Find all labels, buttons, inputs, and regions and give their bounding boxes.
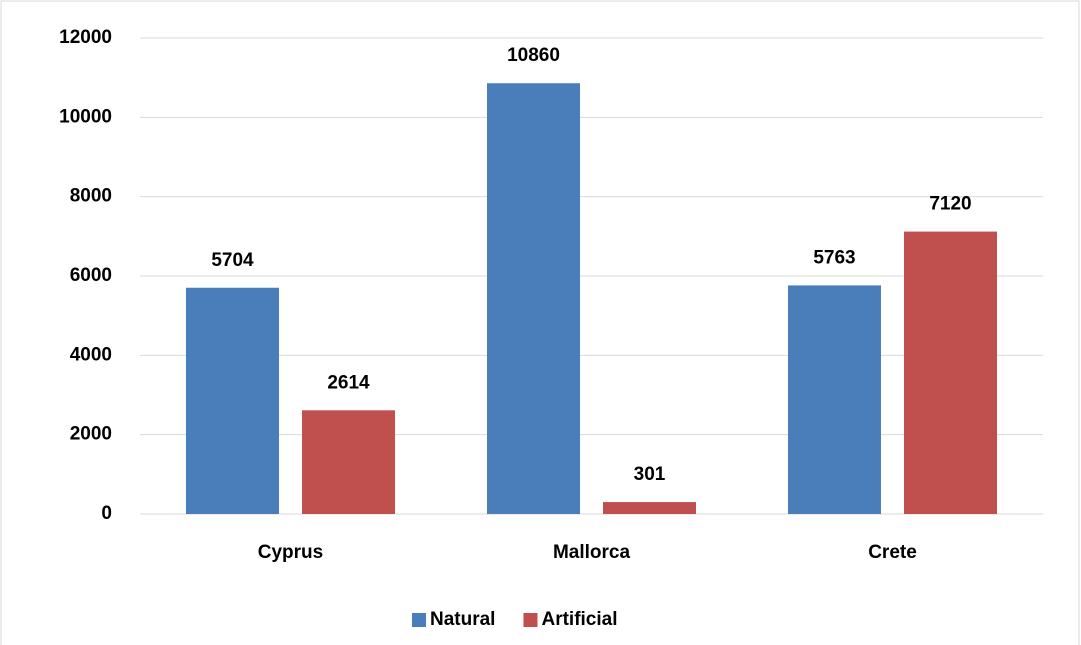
- data-label: 2614: [327, 372, 370, 393]
- x-tick-label: Cyprus: [258, 542, 323, 563]
- legend-swatch: [412, 613, 426, 627]
- y-tick-label: 0: [101, 503, 112, 524]
- data-label: 5704: [211, 250, 254, 271]
- x-tick-label: Crete: [868, 542, 917, 563]
- y-tick-label: 4000: [70, 344, 112, 365]
- bar: [904, 231, 997, 514]
- bar: [603, 502, 696, 514]
- y-tick-label: 8000: [70, 186, 112, 207]
- bar: [302, 410, 395, 514]
- legend-label: Artificial: [541, 609, 617, 630]
- y-tick-label: 10000: [59, 106, 112, 127]
- bar: [186, 287, 279, 514]
- data-label: 5763: [813, 247, 855, 268]
- legend-swatch: [523, 613, 538, 627]
- data-label: 301: [634, 464, 666, 485]
- data-label: 10860: [507, 45, 560, 66]
- legend-label: Natural: [430, 609, 495, 630]
- bar: [788, 285, 881, 514]
- y-tick-label: 6000: [70, 265, 112, 286]
- x-tick-label: Mallorca: [553, 542, 631, 563]
- y-tick-label: 12000: [59, 27, 112, 48]
- bar: [487, 83, 580, 514]
- y-tick-label: 2000: [70, 424, 112, 445]
- data-label: 7120: [929, 194, 971, 215]
